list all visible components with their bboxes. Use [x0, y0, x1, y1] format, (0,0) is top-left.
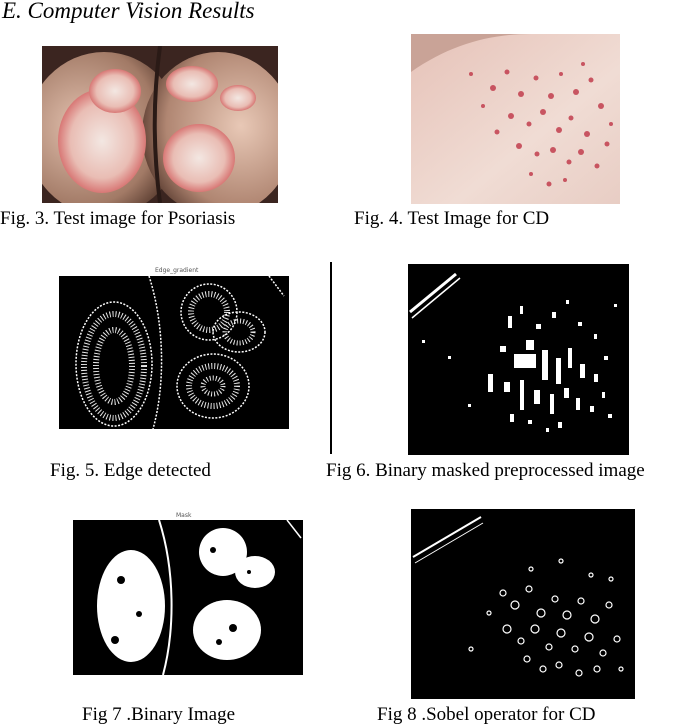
fig8-caption: Fig 8 .Sobel operator for CD — [377, 704, 596, 725]
binary-masked-image — [408, 264, 629, 455]
fig5-caption: Fig. 5. Edge detected — [50, 460, 211, 481]
vertical-rule — [330, 262, 332, 454]
section-heading: E. Computer Vision Results — [2, 0, 255, 23]
fig3-caption: Fig. 3. Test image for Psoriasis — [0, 208, 236, 229]
edge-plot-title: Edge_gradient — [155, 267, 199, 274]
fig7-caption: Fig 7 .Binary Image — [82, 704, 236, 725]
mask-plot-title: Mask — [176, 512, 192, 519]
cd-photo — [411, 34, 620, 204]
sobel-image — [411, 509, 635, 699]
binary-image — [73, 520, 303, 675]
psoriasis-photo — [42, 46, 278, 203]
fig6-caption: Fig 6. Binary masked preprocessed image — [326, 460, 645, 481]
edge-detected-image — [59, 276, 289, 429]
fig4-caption: Fig. 4. Test Image for CD — [354, 208, 550, 229]
